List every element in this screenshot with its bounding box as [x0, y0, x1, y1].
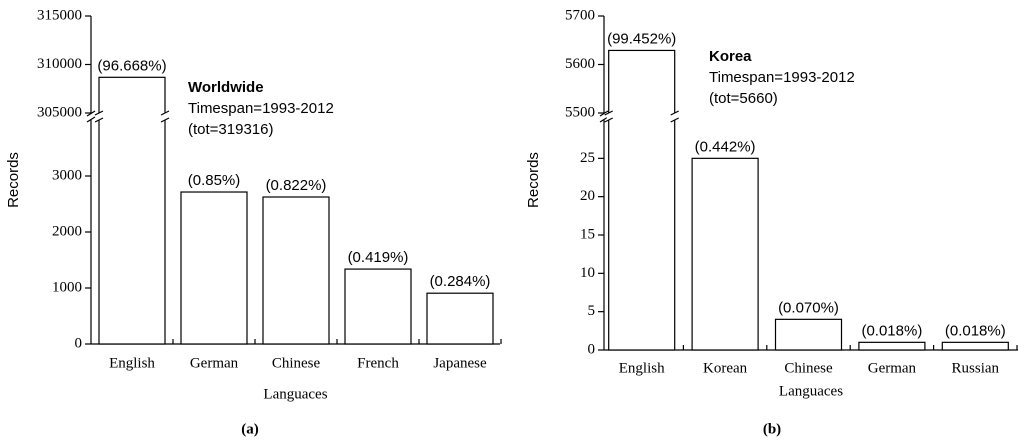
value-label: (0.018%): [945, 322, 1006, 339]
x-tick-label: Chinese: [784, 360, 833, 376]
value-label: (0.442%): [695, 138, 756, 155]
value-label: (0.070%): [778, 299, 839, 316]
y-tick-label: 305000: [37, 104, 82, 120]
bar: [941, 341, 1009, 351]
y-tick-label: 0: [75, 335, 83, 351]
value-label: (99.452%): [607, 30, 676, 47]
y-tick-label: 15: [580, 226, 595, 242]
y-tick-label: 5700: [565, 7, 595, 23]
x-tick-label: German: [190, 355, 239, 371]
axis-break-gap: [606, 113, 677, 120]
annotation: (tot=5660): [709, 90, 778, 107]
bar: [262, 196, 330, 345]
x-axis-label: Languaces: [263, 386, 327, 402]
y-tick-label: 5: [588, 303, 596, 319]
y-tick-label: 20: [580, 188, 595, 204]
y-tick-label: 1000: [52, 279, 82, 295]
bar: [774, 318, 843, 351]
x-tick-label: Russian: [952, 360, 1000, 376]
x-tick-label: Japanese: [433, 355, 487, 371]
y-tick-label: 310000: [37, 56, 82, 72]
x-tick-label: German: [868, 360, 917, 376]
break-mark: [604, 110, 679, 123]
y-tick-label: 25: [580, 150, 595, 166]
annotation: Timespan=1993-2012: [709, 69, 855, 86]
value-label: (0.419%): [348, 249, 409, 266]
annotation: (tot=319316): [188, 121, 273, 138]
bar: [608, 49, 676, 351]
y-tick-label: 10: [580, 265, 595, 281]
axis-break-gap: [97, 113, 167, 120]
value-label: (0.85%): [188, 172, 241, 189]
value-label: (0.284%): [430, 273, 491, 290]
bar: [858, 341, 926, 351]
x-tick-label: English: [109, 355, 155, 371]
bar: [691, 157, 759, 351]
annotation: Korea: [709, 48, 752, 65]
y-axis-label: Records: [525, 152, 542, 208]
x-tick-label: French: [357, 355, 399, 371]
value-label: (0.018%): [861, 322, 922, 339]
bar: [98, 76, 166, 345]
value-label: (0.822%): [266, 177, 327, 194]
x-tick-label: English: [619, 360, 665, 376]
y-tick-label: 3000: [52, 167, 82, 183]
panel-label: (a): [241, 421, 259, 437]
y-axis-label: Records: [5, 152, 22, 208]
annotation: Worldwide: [188, 79, 264, 96]
x-axis-label: Languaces: [779, 383, 843, 399]
y-tick-label: 5500: [565, 104, 595, 120]
panel-label: (b): [763, 421, 781, 437]
annotation: Timespan=1993-2012: [188, 100, 334, 117]
bar: [180, 191, 248, 345]
y-tick-label: 0: [588, 341, 596, 357]
value-label: (96.668%): [97, 57, 166, 74]
bar: [344, 268, 412, 345]
y-tick-label: 315000: [37, 7, 82, 23]
bar: [426, 292, 494, 345]
y-tick-label: 2000: [52, 223, 82, 239]
x-tick-label: Korean: [703, 360, 748, 376]
x-tick-label: Chinese: [272, 355, 321, 371]
y-tick-label: 5600: [565, 56, 595, 72]
break-mark: [94, 110, 170, 123]
